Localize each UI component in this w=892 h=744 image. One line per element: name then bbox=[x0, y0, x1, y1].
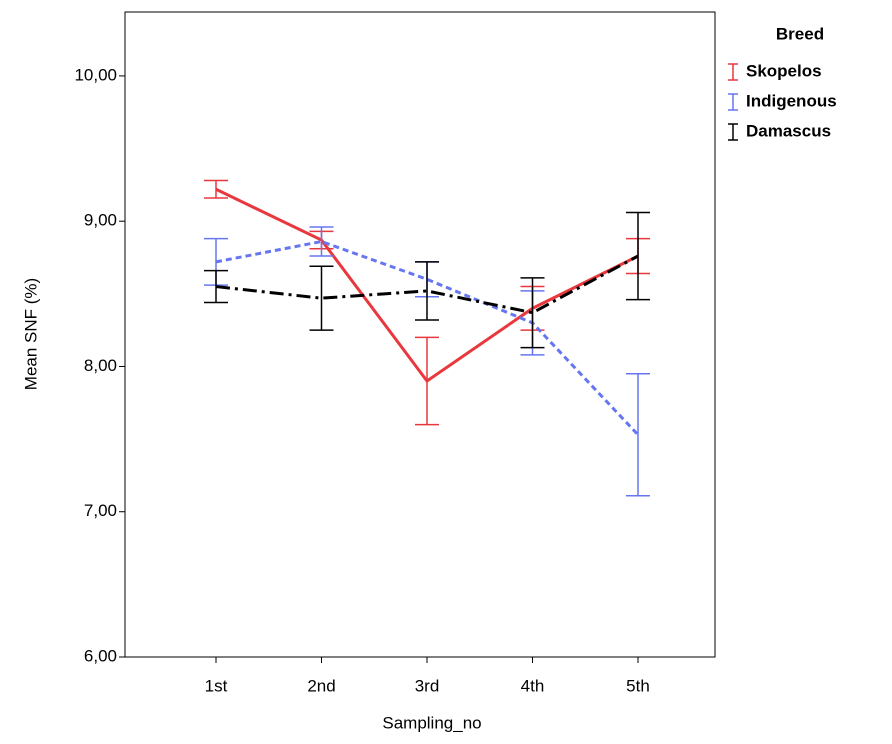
series-line bbox=[215, 239, 640, 436]
x-tick-label: 5th bbox=[626, 676, 650, 695]
x-tick-label: 4th bbox=[521, 676, 545, 695]
series-line bbox=[215, 187, 639, 384]
error-bar bbox=[204, 269, 228, 304]
y-axis-label: Mean SNF (%) bbox=[21, 278, 40, 390]
y-tick-label: 8,00 bbox=[84, 356, 117, 375]
legend-text: Damascus bbox=[746, 121, 831, 140]
legend-text: Indigenous bbox=[746, 91, 837, 110]
error-bar bbox=[309, 265, 334, 331]
legend-text: Skopelos bbox=[746, 61, 822, 80]
error-bar bbox=[415, 261, 439, 321]
legend-title: Breed bbox=[776, 24, 824, 43]
error-bar bbox=[626, 372, 650, 497]
x-tick-label: 1st bbox=[205, 676, 228, 695]
series-line bbox=[215, 254, 639, 315]
x-tick-label: 2nd bbox=[307, 676, 335, 695]
plot-frame bbox=[124, 11, 716, 658]
y-tick-label: 7,00 bbox=[84, 501, 117, 520]
x-axis-label: Sampling_no bbox=[382, 713, 481, 732]
x-tick-label: 3rd bbox=[415, 676, 440, 695]
y-tick-label: 6,00 bbox=[84, 646, 117, 665]
error-bar bbox=[520, 277, 545, 349]
error-bar bbox=[309, 226, 334, 257]
y-tick-label: 9,00 bbox=[84, 211, 117, 230]
y-tick-label: 10,00 bbox=[74, 65, 117, 84]
